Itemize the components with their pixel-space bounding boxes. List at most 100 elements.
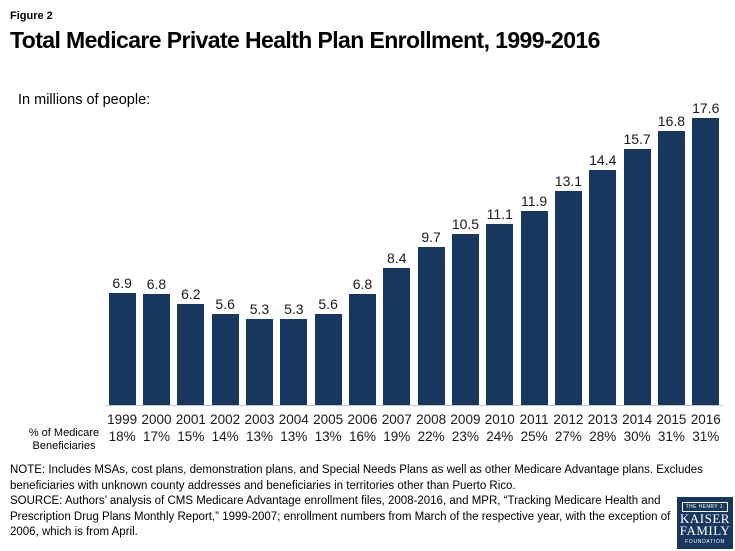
bar — [142, 294, 170, 405]
bar — [348, 294, 376, 405]
year-label: 2001 — [175, 412, 206, 427]
bar-value-label: 6.8 — [352, 276, 373, 293]
x-axis-label: 2016 31% — [689, 411, 723, 445]
bar-column: 6.2 — [174, 286, 208, 405]
figure-label: Figure 2 — [10, 10, 53, 22]
chart-subtitle: In millions of people: — [18, 92, 151, 108]
bar-value-label: 13.1 — [554, 173, 583, 190]
percent-label: 30% — [623, 429, 651, 444]
percent-label: 13% — [280, 429, 308, 444]
percent-label: 22% — [417, 429, 445, 444]
year-label: 2002 — [210, 412, 241, 427]
year-label: 2010 — [484, 412, 515, 427]
bar-value-label: 5.6 — [215, 295, 235, 312]
x-axis-label: 1999 18% — [105, 411, 139, 445]
axis-row-label-line2: Beneficiaries — [32, 440, 96, 452]
source-text: SOURCE: Authors’ analysis of CMS Medicar… — [10, 495, 671, 538]
bar-column: 6.9 — [105, 275, 139, 405]
bar — [520, 211, 548, 405]
logo-line-family: FAMILY — [679, 522, 731, 538]
axis-row-label: % of Medicare Beneficiaries — [20, 427, 108, 453]
percent-label: 13% — [314, 429, 342, 444]
bar-column: 5.6 — [311, 296, 345, 405]
year-label: 2007 — [381, 412, 412, 427]
bar — [108, 292, 136, 405]
x-axis-label: 2002 14% — [208, 411, 242, 445]
bar-column: 16.8 — [654, 113, 688, 405]
bar — [554, 191, 582, 405]
bar-column: 10.5 — [448, 216, 482, 405]
bar-column: 17.6 — [689, 100, 723, 405]
bar-column: 5.6 — [208, 296, 242, 405]
x-axis-label: 2001 15% — [174, 411, 208, 445]
x-axis-label: 2014 30% — [620, 411, 654, 445]
bar — [486, 224, 514, 405]
x-axis: 1999 18% 2000 17% 2001 15% 2002 14% 2003 13% 2004 1… — [105, 411, 723, 445]
bar-value-label: 11.9 — [520, 193, 548, 210]
bar-column: 9.7 — [414, 229, 448, 405]
percent-label: 24% — [486, 429, 514, 444]
percent-label: 31% — [657, 429, 685, 444]
bar — [245, 318, 273, 405]
percent-label: 27% — [554, 429, 582, 444]
x-axis-label: 2015 31% — [654, 411, 688, 445]
year-label: 2008 — [416, 412, 447, 427]
bar-value-label: 5.3 — [284, 300, 304, 317]
bar — [177, 303, 205, 405]
bar-column: 13.1 — [551, 173, 585, 405]
year-label: 2015 — [656, 412, 687, 427]
year-label: 1999 — [107, 412, 138, 427]
x-axis-label: 2011 25% — [517, 411, 551, 445]
percent-label: 14% — [211, 429, 239, 444]
page-title: Total Medicare Private Health Plan Enrol… — [10, 27, 600, 53]
kaiser-family-foundation-logo: THE HENRY J. KAISER FAMILY FOUNDATION — [677, 497, 733, 549]
percent-label: 17% — [142, 429, 170, 444]
bar-column: 11.9 — [517, 193, 551, 405]
bar-value-label: 5.3 — [249, 300, 270, 317]
percent-label: 18% — [108, 429, 136, 444]
percent-label: 13% — [245, 429, 273, 444]
percent-label: 31% — [692, 429, 720, 444]
percent-label: 15% — [177, 429, 205, 444]
year-label: 2013 — [587, 412, 618, 427]
percent-label: 16% — [348, 429, 376, 444]
x-axis-label: 2007 19% — [380, 411, 414, 445]
bar-column: 14.4 — [586, 152, 620, 405]
percent-label: 25% — [520, 429, 548, 444]
percent-label: 28% — [589, 429, 617, 444]
x-axis-label: 2010 24% — [483, 411, 517, 445]
year-label: 2012 — [553, 412, 584, 427]
percent-label: 19% — [383, 429, 411, 444]
year-label: 2005 — [313, 412, 344, 427]
bar — [623, 149, 651, 405]
logo-line-henry-j: THE HENRY J. — [681, 501, 729, 512]
bar — [383, 268, 411, 405]
x-axis-label: 2013 28% — [586, 411, 620, 445]
bar-value-label: 15.7 — [623, 131, 651, 148]
bar-column: 5.3 — [242, 301, 276, 405]
bar — [692, 118, 720, 405]
x-axis-label: 2006 16% — [345, 411, 379, 445]
bar — [417, 246, 445, 405]
x-axis-label: 2000 17% — [139, 411, 173, 445]
year-label: 2014 — [622, 412, 653, 427]
x-axis-label: 2005 13% — [311, 411, 345, 445]
logo-line-kaiser: KAISER — [680, 510, 730, 526]
year-label: 2000 — [141, 412, 172, 427]
year-label: 2004 — [278, 412, 309, 427]
bar-value-label: 6.9 — [112, 274, 132, 291]
bar-column: 5.3 — [277, 301, 311, 405]
bar-column: 6.8 — [345, 276, 379, 405]
x-axis-label: 2012 27% — [551, 411, 585, 445]
bar-value-label: 5.6 — [318, 295, 338, 312]
percent-label: 23% — [451, 429, 479, 444]
logo-line-foundation: FOUNDATION — [685, 538, 725, 545]
bar-value-label: 8.4 — [387, 250, 407, 267]
bar-value-label: 9.7 — [421, 228, 441, 245]
axis-row-label-line1: % of Medicare — [28, 427, 100, 439]
x-axis-label: 2003 13% — [242, 411, 276, 445]
bar-chart: 6.9 6.8 6.2 5.6 5.3 5.3 5.6 6.8 8.4 9.7 10.5 11.1 11… — [105, 97, 723, 406]
bar-column: 15.7 — [620, 131, 654, 405]
year-label: 2006 — [347, 412, 378, 427]
